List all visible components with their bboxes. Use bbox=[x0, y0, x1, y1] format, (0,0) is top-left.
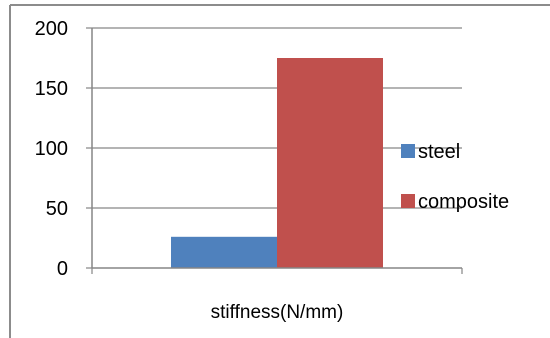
y-tick-label: 0 bbox=[57, 258, 68, 280]
category-labels: stiffness(N/mm) bbox=[211, 302, 344, 323]
x-axis-ticks bbox=[91, 268, 463, 274]
bars bbox=[171, 58, 383, 268]
legend-label-steel: steel bbox=[418, 141, 460, 163]
legend: steel composite bbox=[401, 141, 509, 213]
y-tick-label: 150 bbox=[35, 78, 68, 100]
y-tick-label: 50 bbox=[46, 198, 68, 220]
y-axis-ticks: 0 50 100 150 200 bbox=[35, 18, 92, 280]
legend-swatch-steel bbox=[401, 144, 415, 158]
y-tick-label: 100 bbox=[35, 138, 68, 160]
legend-label-composite: composite bbox=[418, 191, 509, 213]
category-label: stiffness(N/mm) bbox=[211, 302, 344, 323]
bar-steel bbox=[171, 236, 277, 268]
legend-swatch-composite bbox=[401, 194, 415, 208]
y-tick-label: 200 bbox=[35, 18, 68, 40]
bar-composite bbox=[277, 58, 383, 268]
